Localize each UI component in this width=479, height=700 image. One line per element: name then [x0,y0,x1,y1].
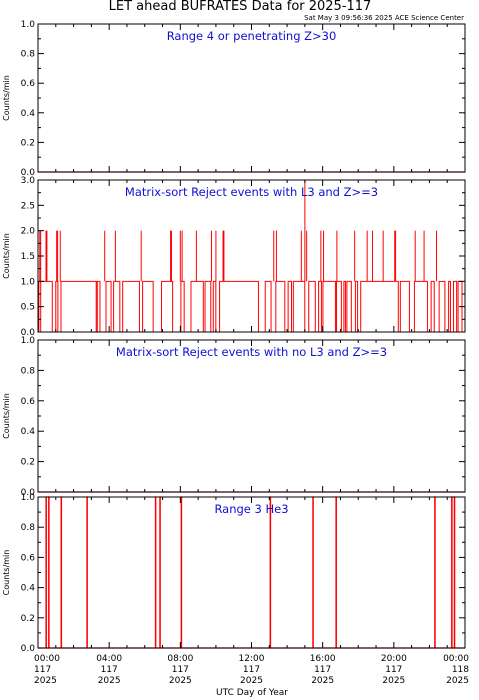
x-tick-label: 117 [243,665,260,675]
x-tick-label: 16:00 [310,654,336,664]
x-tick-label: 117 [101,665,118,675]
y-tick-label: 0.0 [21,488,36,498]
x-tick-label: 117 [172,665,189,675]
x-tick-label: 117 [385,665,402,675]
panel-3: 0.0 0.2 0.4 0.6 0.8 1.0 Counts/min Matrix-sort … [2,336,466,498]
y-tick-label: 0.8 [21,50,36,60]
y-tick-label: 0.4 [21,109,36,119]
x-tick-label: 2025 [34,676,57,686]
x-tick-label: 04:00 [96,654,122,664]
y-tick-label: 2.5 [21,201,35,211]
y-axis-label: Counts/min [2,75,11,121]
y-tick-label: 1.0 [21,277,36,287]
y-tick-label: 0.8 [21,523,36,533]
y-tick-label: 1.0 [21,493,36,503]
panel-title: Matrix-sort Reject events with L3 and Z>… [125,185,378,199]
panel-title: Matrix-sort Reject events with no L3 and… [116,345,387,359]
x-tick-label: 118 [452,665,469,675]
panel-frame [37,496,466,649]
x-axis: 00:00117202504:00117202508:00117202512:0… [34,654,469,686]
panels-group: 0.0 0.2 0.4 0.6 0.8 1.0 Counts/min Range 4 or p… [2,20,466,654]
x-tick-label: 00:00 [443,654,469,664]
series-trace [38,496,465,649]
x-tick-label: 00:00 [34,654,60,664]
x-tick-label: 117 [314,665,331,675]
y-tick-label: 1.0 [21,336,36,346]
y-tick-label: 0.6 [21,79,36,89]
x-tick-label: 2025 [98,676,121,686]
y-axis-label: Counts/min [2,393,11,439]
y-tick-label: 1.5 [21,252,35,262]
y-tick-label: 3.0 [21,176,36,186]
y-tick-label: 0.6 [21,553,36,563]
x-tick-label: 2025 [311,676,334,686]
y-axis-label: Counts/min [2,233,11,279]
y-tick-label: 0.0 [21,328,36,338]
y-tick-label: 0.2 [21,614,35,624]
series-trace [37,280,465,333]
y-tick-label: 0.5 [21,303,35,313]
y-tick-label: 0.4 [21,427,36,437]
panel-title: Range 3 He3 [214,502,288,516]
y-tick-label: 0.4 [21,584,36,594]
y-tick-label: 0.6 [21,397,36,407]
y-tick-label: 0.0 [21,168,36,178]
y-tick-label: 0.2 [21,138,35,148]
x-tick-label: 2025 [382,676,405,686]
panel-frame [37,179,466,333]
x-tick-label: 2025 [240,676,263,686]
y-tick-label: 0.2 [21,458,35,468]
timestamp-label: Sat May 3 09:56:36 2025 ACE Science Cent… [304,14,464,22]
y-axis-label: Counts/min [2,550,11,596]
y-tick-label: 0.0 [21,644,36,654]
panel-2: 0.0 0.5 1.0 1.5 2.0 2.5 3.0 Counts/min Matrix-so… [2,176,466,338]
panel-frame [37,339,466,493]
y-tick-label: 0.8 [21,366,36,376]
x-tick-label: 2025 [169,676,192,686]
x-tick-label: 08:00 [167,654,193,664]
panel-4: 0.0 0.2 0.4 0.6 0.8 1.0 Counts/min Range 3 He3 [2,493,466,654]
chart-title: LET ahead BUFRATES Data for 2025-117 [109,0,372,14]
y-tick-label: 1.0 [21,20,36,30]
x-axis-label: UTC Day of Year [216,688,288,698]
x-tick-label: 20:00 [381,654,407,664]
panel-1: 0.0 0.2 0.4 0.6 0.8 1.0 Counts/min Range 4 or p… [2,20,466,178]
panel-frame [37,23,466,173]
panel-title: Range 4 or penetrating Z>30 [167,29,337,43]
y-tick-label: 2.0 [21,227,36,237]
x-tick-label: 117 [34,665,51,675]
x-tick-label: 2025 [446,676,469,686]
x-tick-label: 12:00 [239,654,265,664]
